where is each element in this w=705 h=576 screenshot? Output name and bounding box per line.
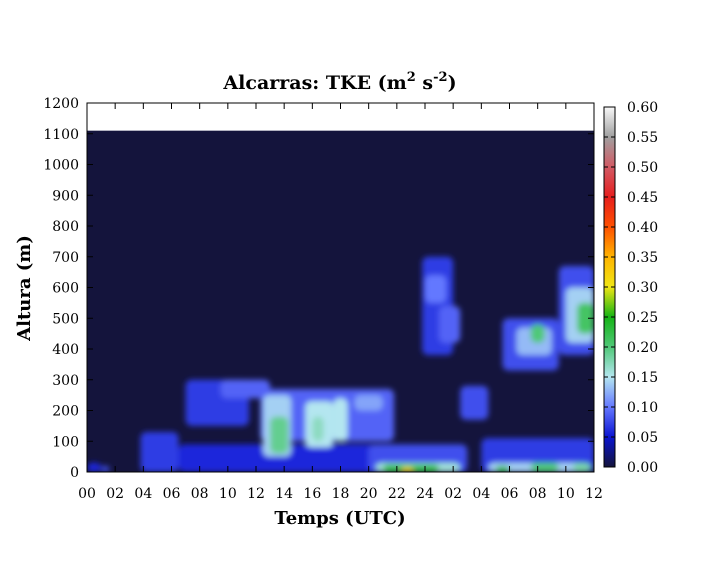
y-tick-label: 900 — [52, 188, 79, 204]
y-axis-label: Altura (m) — [14, 235, 35, 342]
x-tick-label: 10 — [557, 486, 575, 502]
heatmap-cell — [354, 395, 383, 411]
x-tick-label: 06 — [501, 486, 519, 502]
colorbar-tick-label: 0.00 — [627, 460, 658, 476]
x-axis-ticks: 00 02 04 06 08 10 12 14 16 18 20 22 24 02 04 06 08 10 12 — [78, 103, 603, 502]
heatmap-cell — [333, 398, 348, 442]
x-tick-label: 00 — [78, 486, 96, 502]
colorbar-tick-label: 0.40 — [627, 220, 658, 236]
x-tick-label: 16 — [303, 486, 321, 502]
heatmap-cell — [178, 444, 256, 472]
colorbar-tick-label: 0.50 — [627, 160, 658, 176]
y-tick-label: 1200 — [43, 96, 79, 112]
heatmap-cell — [401, 467, 414, 472]
colorbar-ticks: 0.00 0.05 0.10 0.15 0.20 0.25 0.30 0.35 0.40 0.45… — [604, 100, 658, 476]
heatmap-cells — [87, 130, 594, 472]
heatmap-cell — [425, 275, 447, 303]
heatmap-features — [87, 256, 594, 472]
colorbar-tick-label: 0.35 — [627, 250, 658, 266]
y-tick-label: 700 — [52, 250, 79, 266]
x-tick-label: 06 — [163, 486, 181, 502]
x-tick-label: 02 — [444, 486, 462, 502]
heatmap-cell — [140, 432, 179, 472]
colorbar-tick-label: 0.05 — [627, 430, 658, 446]
x-tick-label: 18 — [332, 486, 350, 502]
plot-area: 00 02 04 06 08 10 12 14 16 18 20 22 24 02 04 06 08 10 12 0… — [43, 96, 603, 502]
heatmap-cell — [101, 465, 110, 472]
heatmap-cell — [87, 462, 102, 472]
x-tick-label: 10 — [219, 486, 237, 502]
y-tick-label: 300 — [52, 373, 79, 389]
chart-title: Alcarras: TKE (m2 s-2) — [222, 70, 456, 94]
y-axis-ticks: 0 100 200 300 400 500 600 700 800 900 1000 1100 1200 — [43, 96, 594, 481]
heatmap-cell — [220, 379, 271, 399]
heatmap-cell — [572, 462, 592, 472]
x-tick-label: 08 — [191, 486, 209, 502]
y-tick-label: 600 — [52, 281, 79, 297]
colorbar-tick-label: 0.20 — [627, 340, 658, 356]
colorbar-tick-label: 0.55 — [627, 130, 658, 146]
heatmap-cell — [530, 324, 545, 343]
y-tick-label: 500 — [52, 311, 79, 327]
y-tick-label: 800 — [52, 219, 79, 235]
x-axis-label: Temps (UTC) — [274, 508, 405, 529]
colorbar-tick-label: 0.45 — [627, 190, 658, 206]
heatmap-cell — [460, 385, 489, 420]
heatmap-cell — [270, 416, 289, 454]
x-tick-label: 02 — [106, 486, 124, 502]
x-tick-label: 22 — [388, 486, 406, 502]
x-tick-label: 08 — [529, 486, 547, 502]
y-tick-label: 100 — [52, 434, 79, 450]
heatmap-cell — [577, 302, 594, 334]
x-tick-label: 04 — [472, 486, 490, 502]
heatmap-cell — [439, 305, 461, 343]
y-tick-label: 0 — [70, 465, 79, 481]
x-tick-label: 14 — [275, 486, 293, 502]
colorbar-tick-label: 0.25 — [627, 310, 658, 326]
x-tick-label: 12 — [247, 486, 265, 502]
colorbar-tick-label: 0.10 — [627, 400, 658, 416]
x-tick-label: 24 — [416, 486, 434, 502]
y-tick-label: 400 — [52, 342, 79, 358]
heatmap-cell — [495, 465, 510, 472]
y-tick-label: 1000 — [43, 158, 79, 174]
y-tick-label: 200 — [52, 404, 79, 420]
y-tick-label: 1100 — [43, 127, 79, 143]
x-tick-label: 04 — [134, 486, 152, 502]
colorbar-tick-label: 0.15 — [627, 370, 658, 386]
x-tick-label: 12 — [585, 486, 603, 502]
heatmap-cell — [530, 462, 559, 472]
x-tick-label: 20 — [360, 486, 378, 502]
colorbar-tick-label: 0.60 — [627, 100, 658, 116]
colorbar-tick-label: 0.30 — [627, 280, 658, 296]
heatmap-cell — [312, 416, 324, 442]
colorbar: 0.00 0.05 0.10 0.15 0.20 0.25 0.30 0.35 0.40 0.45… — [603, 100, 658, 476]
